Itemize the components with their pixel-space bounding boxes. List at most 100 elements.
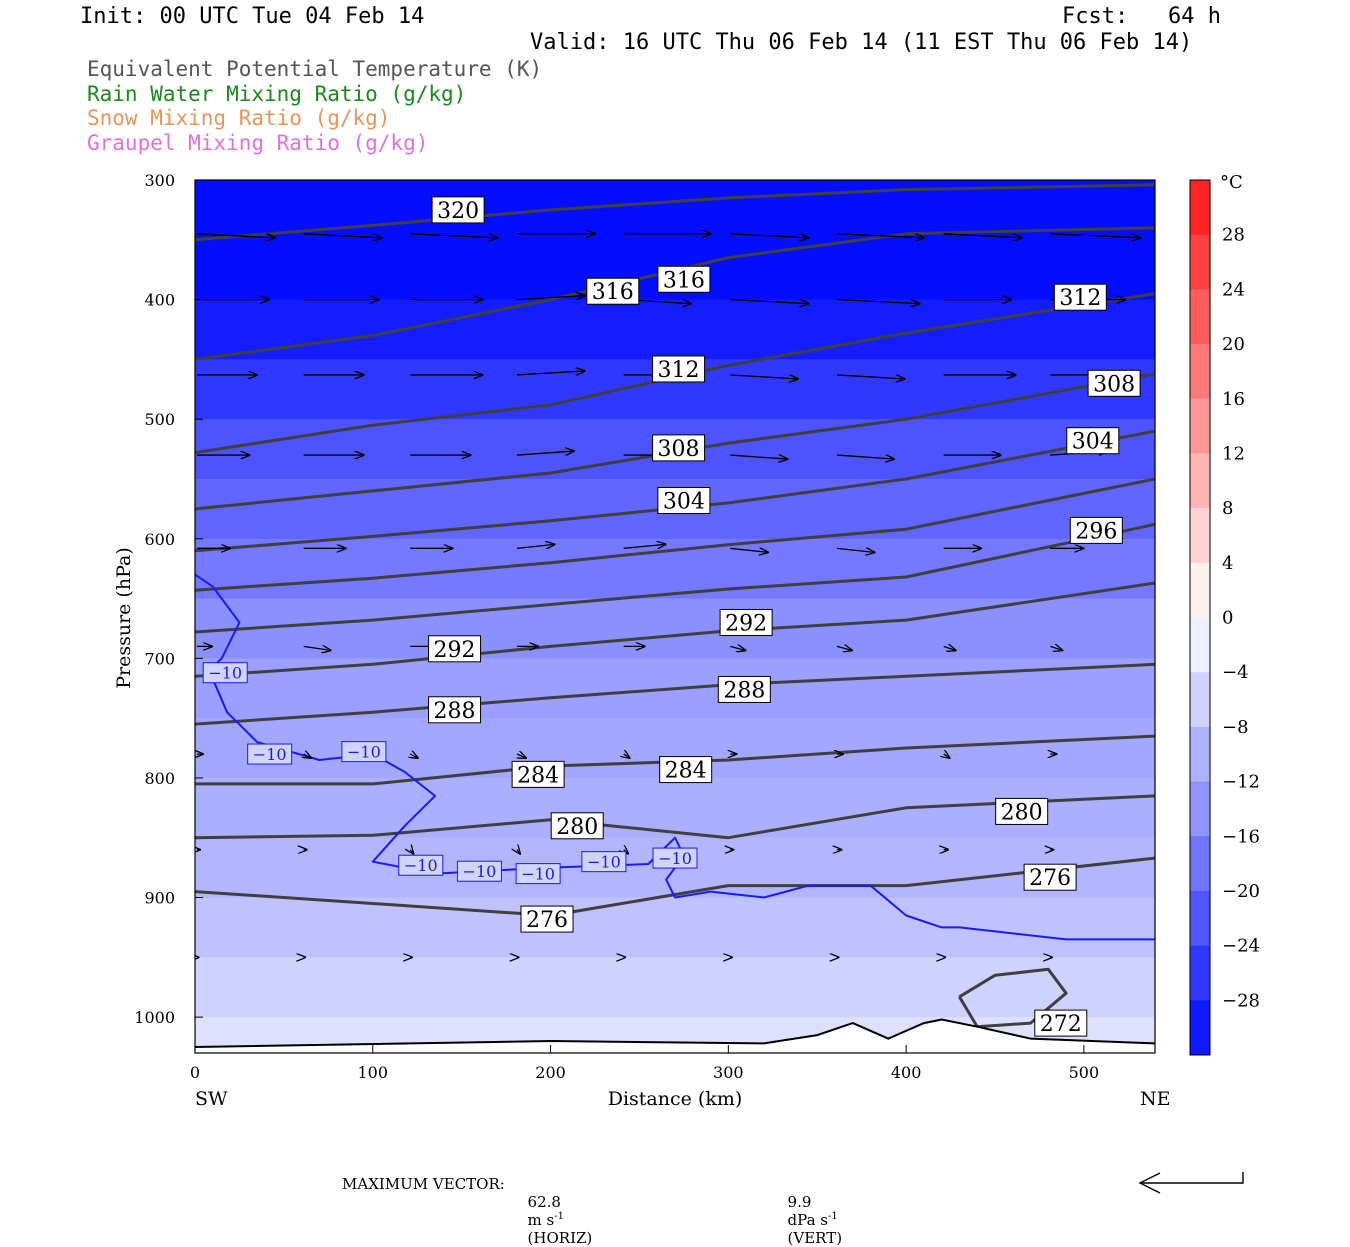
- colorbar-tick-label: 28: [1222, 225, 1245, 246]
- contour-label-box: [428, 635, 482, 663]
- contour-label-box: [659, 756, 713, 784]
- title-snow: Snow Mixing Ratio (g/kg): [87, 106, 391, 130]
- wind-vector: [730, 646, 745, 650]
- wind-vector: [836, 454, 894, 459]
- isotherm-label-box: [202, 662, 248, 684]
- y-tick-label: 900: [144, 889, 175, 908]
- wind-vector: [516, 544, 555, 548]
- y-tick-label: 1000: [134, 1008, 175, 1027]
- contour-label: 284: [517, 763, 559, 788]
- x-tick-label: 100: [358, 1063, 389, 1082]
- x-tick-label: 0: [190, 1063, 200, 1082]
- contour-label: 308: [1093, 372, 1135, 397]
- x-tick-label: 300: [713, 1063, 744, 1082]
- forecast-hour: Fcst: 64 h: [1062, 4, 1221, 29]
- colorbar-bin: [1190, 453, 1210, 509]
- vert-unit: dPa s: [787, 1211, 828, 1229]
- contour-label-box: [1066, 427, 1120, 455]
- temperature-band: [195, 897, 1155, 958]
- colorbar-tick-label: −16: [1222, 826, 1260, 847]
- wind-vector: [836, 233, 924, 238]
- theta-e-contour: [195, 372, 1155, 511]
- colorbar-bin: [1190, 289, 1210, 345]
- contour-label-box: [511, 760, 565, 788]
- isotherm-label: −10: [347, 743, 381, 762]
- colorbar-bin: [1190, 617, 1210, 673]
- wind-vector: [836, 548, 875, 552]
- contour-label: 276: [526, 908, 568, 933]
- contour-label-box: [1034, 1009, 1088, 1037]
- wind-vector: [623, 544, 666, 548]
- colorbar-tick-label: 0: [1222, 608, 1233, 629]
- theta-e-contour: [195, 734, 1155, 786]
- wind-vector: [730, 548, 768, 552]
- colorbar-frame: [1189, 179, 1211, 1056]
- wind-vector: [410, 850, 413, 854]
- y-tick-label: 400: [144, 291, 175, 310]
- colorbar-bin: [1190, 836, 1210, 892]
- contour-label-box: [550, 812, 604, 840]
- contour-label: 280: [1001, 800, 1043, 825]
- wind-vector: [944, 754, 950, 758]
- colorbar-tick-label: −4: [1222, 662, 1249, 683]
- wind-vector: [943, 233, 1022, 238]
- init-time: Init: 00 UTC Tue 04 Feb 14: [80, 4, 425, 29]
- isotherm-label-box: [652, 847, 698, 869]
- colorbar-tick-label: 8: [1222, 498, 1233, 519]
- contour-label-box: [431, 196, 485, 224]
- x-axis-title: Distance (km): [608, 1088, 743, 1110]
- y-tick-label: 600: [144, 530, 175, 549]
- isotherm-label: −10: [658, 849, 692, 868]
- contour-label: 316: [663, 268, 705, 293]
- temperature-band: [195, 299, 1155, 360]
- colorbar-tick-label: 4: [1222, 553, 1233, 574]
- contour-label: 272: [1040, 1012, 1082, 1037]
- colorbar-bin: [1190, 890, 1210, 947]
- y-tick-label: 500: [144, 410, 175, 429]
- contour-label: 320: [437, 199, 479, 224]
- temperature-band: [195, 598, 1155, 659]
- wind-vector: [943, 646, 956, 650]
- reference-vector-icon: [1138, 1172, 1244, 1194]
- wind-vector: [516, 371, 585, 376]
- contour-label: 304: [663, 489, 705, 514]
- contour-label: 316: [592, 280, 634, 305]
- contour-label-box: [520, 905, 574, 933]
- contour-label: 288: [434, 699, 476, 724]
- wind-vector: [730, 233, 808, 238]
- colorbar-unit: °C: [1220, 172, 1243, 193]
- colorbar-bin: [1190, 945, 1210, 1001]
- theta-e-contour: [195, 522, 1155, 634]
- isotherm-label-box: [456, 860, 502, 882]
- wind-vector: [516, 296, 585, 301]
- wind-vector: [517, 850, 520, 854]
- contour-label: 280: [556, 815, 598, 840]
- isotherm-label-box: [581, 851, 627, 873]
- isotherm-label: −10: [521, 865, 555, 884]
- horiz-unit: m s: [527, 1211, 555, 1229]
- contour-label-box: [995, 797, 1049, 825]
- contour-label-box: [1023, 863, 1077, 891]
- contour-label-box: [652, 434, 706, 462]
- vert-value: 9.9: [787, 1193, 812, 1211]
- theta-e-contour: [195, 183, 1155, 242]
- horiz-value: 62.8: [527, 1193, 561, 1211]
- terrain-line: [195, 1018, 1155, 1048]
- y-tick-label: 800: [144, 769, 175, 788]
- contour-label: 276: [1029, 866, 1071, 891]
- wind-vector: [410, 233, 497, 238]
- max-vector-label: MAXIMUM VECTOR:: [342, 1175, 505, 1193]
- colorbar-bin: [1190, 781, 1210, 837]
- colorbar-bin: [1190, 672, 1210, 728]
- contour-label-box: [717, 675, 771, 703]
- wind-vector: [730, 454, 787, 459]
- colorbar-bin: [1190, 1000, 1210, 1056]
- colorbar-tick-label: −20: [1222, 881, 1260, 902]
- contour-label: 288: [723, 678, 765, 703]
- colorbar-tick-label: 20: [1222, 334, 1245, 355]
- theta-e-contour: [195, 856, 1155, 917]
- theta-e-contour: [195, 581, 1155, 678]
- max-vert-vector: 9.9 dPa s-1 (VERT): [778, 1175, 843, 1247]
- x-end-label-sw: SW: [195, 1088, 228, 1110]
- wind-vector: [836, 646, 852, 650]
